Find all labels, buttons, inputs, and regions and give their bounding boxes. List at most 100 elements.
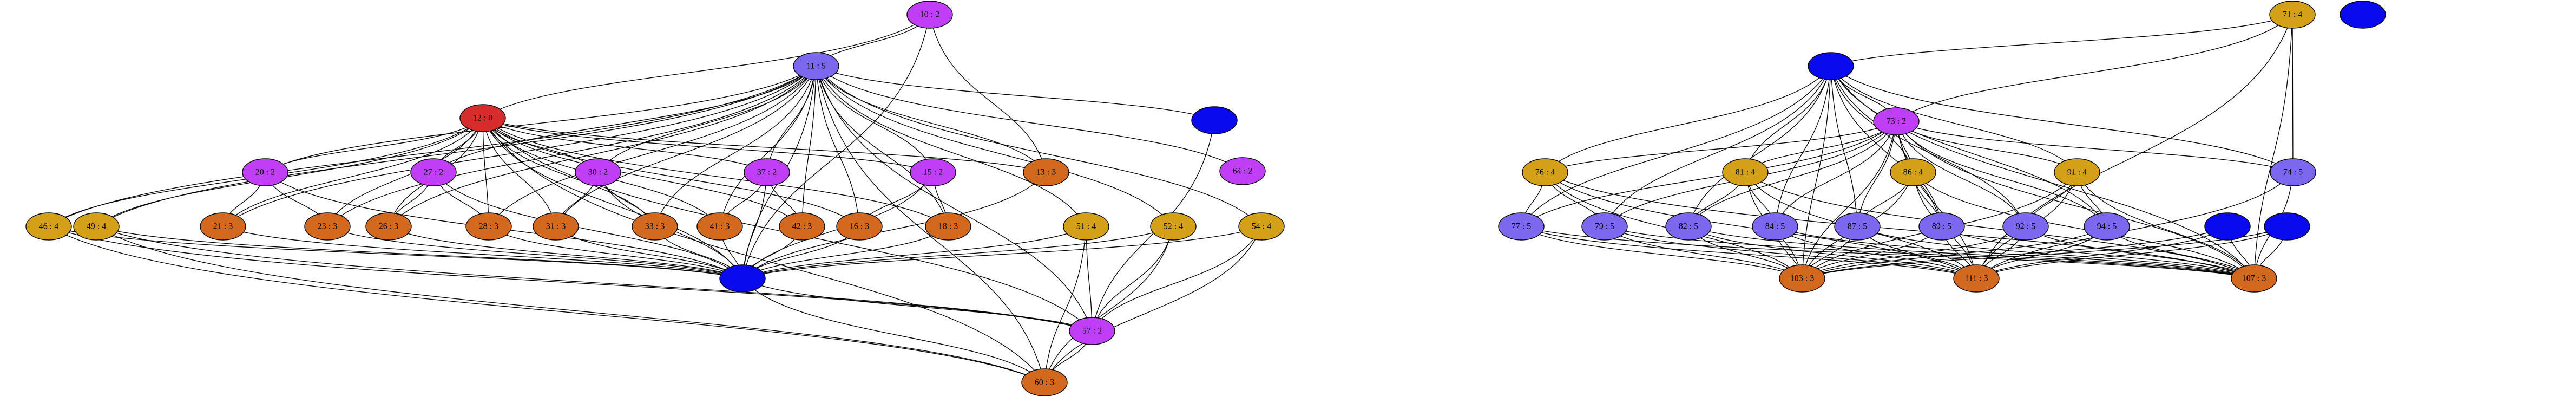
node-shape (1498, 212, 1545, 241)
node-13: 13 : 3 (1023, 158, 1069, 186)
edge-49-b2 (96, 226, 743, 279)
edge-71-73 (1896, 14, 2293, 122)
node-label: 71 : 4 (2283, 10, 2302, 20)
node-82: 82 : 5 (1665, 212, 1712, 241)
edge-87-107 (1857, 226, 2255, 279)
node-label: 92 : 5 (2016, 222, 2035, 231)
edge-71-107 (2253, 14, 2293, 279)
edge-11-30 (597, 66, 817, 173)
edge-79-107 (1604, 226, 2255, 279)
node-shape (533, 212, 579, 241)
node-label: 52 : 4 (1164, 222, 1183, 231)
node-46: 46 : 4 (25, 212, 72, 241)
node-label: 74 : 5 (2283, 168, 2303, 177)
node-shape (1722, 158, 1769, 186)
edge-37-b2 (742, 172, 767, 279)
node-60: 60 : 3 (1021, 368, 1068, 396)
node-label: 37 : 2 (757, 168, 777, 177)
node-label: 42 : 3 (792, 222, 812, 231)
node-label: 54 : 4 (1252, 222, 1271, 231)
edge-71-74 (2292, 14, 2294, 173)
node-label: 103 : 3 (1790, 274, 1814, 283)
edge-73-111 (1896, 121, 1977, 279)
edge-73-87 (1857, 121, 1897, 227)
node-shape (1808, 52, 1854, 80)
edge-12-18 (482, 118, 949, 227)
edge-11-26 (388, 66, 817, 227)
node-shape (1581, 212, 1628, 241)
node-20: 20 : 2 (242, 158, 288, 186)
edge-12-b2 (482, 118, 743, 279)
edge-10-b2 (742, 14, 930, 279)
node-label: 107 : 3 (2242, 274, 2266, 283)
edge-12-21 (222, 118, 483, 227)
node-73: 73 : 2 (1873, 107, 1920, 135)
node-shape (793, 52, 839, 80)
edge-11-20 (265, 66, 817, 173)
edge-54-57 (1092, 226, 1262, 332)
edge-26-b2 (388, 226, 743, 279)
node-57: 57 : 2 (1069, 317, 1115, 345)
node-label: 18 : 3 (938, 222, 958, 231)
edge-74-111 (1976, 172, 2294, 279)
edge-12-49 (96, 118, 483, 227)
node-label: 60 : 3 (1035, 378, 1054, 387)
node-86: 86 : 4 (1890, 158, 1936, 186)
node-shape (2264, 212, 2310, 241)
edge-b5-103 (1802, 226, 2228, 279)
edge-77-111 (1521, 226, 1977, 279)
node-b4 (2340, 1, 2386, 29)
edge-11-16 (816, 66, 860, 227)
edge-b3-103 (1802, 66, 1831, 279)
node-shape (200, 212, 246, 241)
edge-11-57 (816, 66, 1093, 332)
node-shape (2204, 212, 2251, 241)
edge-76-107 (1545, 172, 2255, 279)
edge-b5-111 (1976, 226, 2228, 279)
node-label: 49 : 4 (87, 222, 106, 231)
edge-28-b2 (488, 226, 743, 279)
edge-73-74 (1896, 121, 2294, 173)
node-label: 21 : 3 (213, 222, 233, 231)
node-shape (242, 158, 288, 186)
edge-12-13 (482, 118, 1047, 173)
node-shape (575, 158, 621, 186)
node-shape (459, 104, 506, 132)
edge-46-60 (48, 226, 1045, 383)
edge-b3-82 (1688, 66, 1831, 227)
edge-81-107 (1745, 172, 2255, 279)
node-label: 86 : 4 (1903, 168, 1923, 177)
node-label: 111 : 3 (1964, 274, 1988, 283)
node-label: 11 : 5 (806, 62, 826, 71)
edge-b3-77 (1521, 66, 1831, 227)
node-shape (365, 212, 412, 241)
edge-46-57 (48, 226, 1093, 332)
node-b1 (1191, 106, 1238, 134)
edge-89-107 (1941, 226, 2255, 279)
edge-13-b2 (742, 172, 1047, 279)
node-shape (719, 264, 766, 293)
node-shape (1238, 212, 1285, 241)
node-shape (1219, 157, 1266, 185)
node-77: 77 : 5 (1498, 212, 1545, 241)
node-label: 51 : 4 (1076, 222, 1096, 231)
edge-12-31 (482, 118, 556, 227)
edge-b2-60 (742, 278, 1045, 383)
node-label: 87 : 5 (1848, 222, 1867, 231)
node-27: 27 : 2 (410, 158, 457, 186)
node-label: 73 : 2 (1887, 117, 1906, 126)
node-label: 76 : 4 (1535, 168, 1555, 177)
node-shape (632, 212, 678, 241)
edge-b3-86 (1830, 66, 1914, 173)
node-label: 57 : 2 (1082, 327, 1102, 336)
edge-b3-87 (1830, 66, 1858, 227)
node-b6 (2264, 212, 2310, 241)
edge-b3-94 (1830, 66, 2107, 227)
node-94: 94 : 5 (2084, 212, 2130, 241)
node-28: 28 : 3 (465, 212, 512, 241)
edge-73-76 (1545, 121, 1897, 173)
edge-73-82 (1688, 121, 1897, 227)
edge-11-64 (816, 66, 1243, 172)
edge-b3-79 (1604, 66, 1831, 227)
